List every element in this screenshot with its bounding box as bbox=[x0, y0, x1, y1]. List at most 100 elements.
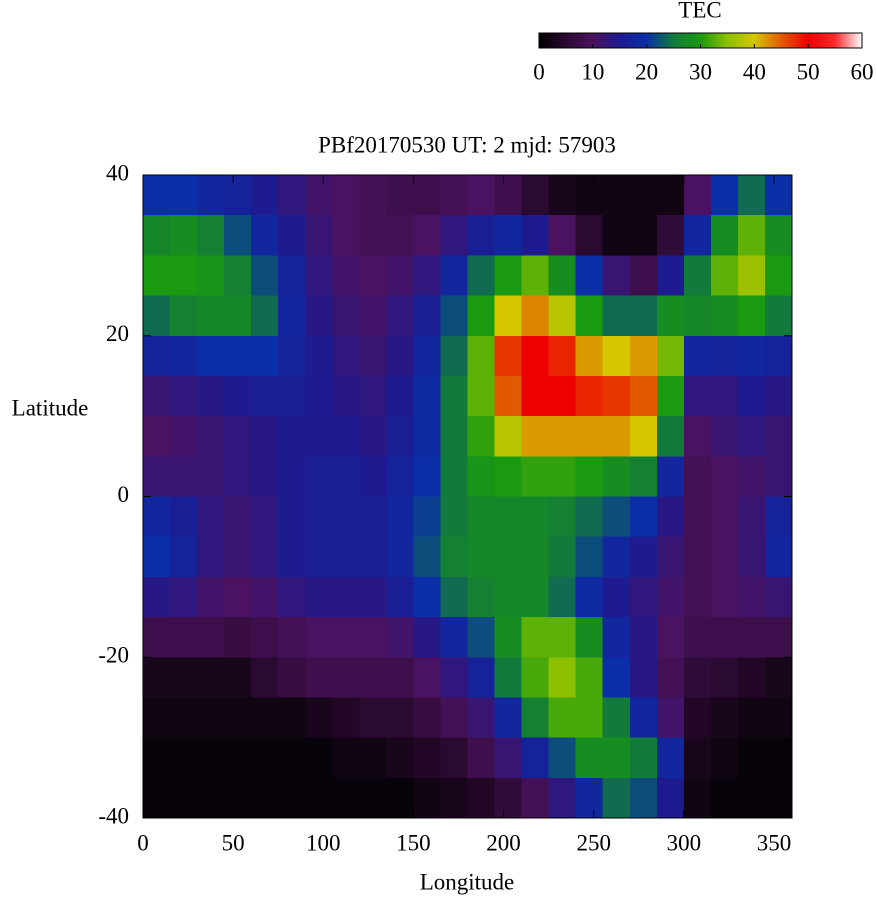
heatmap-cell bbox=[710, 536, 739, 578]
heatmap-cell bbox=[737, 375, 766, 417]
heatmap-cell bbox=[170, 496, 198, 538]
heatmap-cell bbox=[764, 536, 793, 578]
heatmap-cell bbox=[521, 416, 550, 457]
heatmap-cell bbox=[710, 496, 739, 538]
x-axis-label: Longitude bbox=[420, 869, 515, 894]
heatmap-cell bbox=[278, 295, 306, 337]
heatmap-cell bbox=[251, 456, 279, 497]
heatmap-cell bbox=[305, 737, 333, 779]
heatmap bbox=[143, 175, 793, 819]
heatmap-cell bbox=[359, 255, 387, 297]
heatmap-cell bbox=[656, 456, 685, 497]
colorbar-label: TEC bbox=[678, 0, 721, 22]
heatmap-cell bbox=[170, 617, 198, 658]
heatmap-cell bbox=[548, 335, 577, 377]
heatmap-cell bbox=[332, 215, 360, 256]
colorbar-tick-label: 60 bbox=[851, 59, 874, 84]
heatmap-cell bbox=[170, 777, 198, 819]
heatmap-cell bbox=[197, 175, 225, 216]
heatmap-cell bbox=[386, 375, 414, 417]
heatmap-cell bbox=[575, 175, 604, 216]
heatmap-cell bbox=[602, 657, 631, 698]
heatmap-cell bbox=[602, 175, 631, 216]
heatmap-cell bbox=[413, 416, 441, 457]
heatmap-cell bbox=[467, 536, 496, 578]
heatmap-cell bbox=[332, 737, 360, 779]
heatmap-cell bbox=[656, 697, 685, 739]
heatmap-cell bbox=[710, 295, 739, 337]
heatmap-cell bbox=[710, 777, 739, 819]
heatmap-cell bbox=[710, 657, 739, 698]
heatmap-cell bbox=[683, 175, 712, 216]
colorbar-tick-label: 10 bbox=[581, 59, 604, 84]
heatmap-cell bbox=[548, 536, 577, 578]
heatmap-cell bbox=[656, 576, 685, 618]
heatmap-cell bbox=[548, 375, 577, 417]
heatmap-cell bbox=[629, 456, 658, 497]
heatmap-cell bbox=[359, 617, 387, 658]
colorbar-tick-label: 20 bbox=[635, 59, 658, 84]
heatmap-cell bbox=[575, 496, 604, 538]
heatmap-cell bbox=[332, 777, 360, 819]
heatmap-cell bbox=[143, 175, 171, 216]
heatmap-cell bbox=[521, 536, 550, 578]
heatmap-cell bbox=[683, 215, 712, 256]
heatmap-cell bbox=[629, 215, 658, 256]
heatmap-cell bbox=[737, 576, 766, 618]
heatmap-cell bbox=[251, 576, 279, 618]
heatmap-cell bbox=[602, 416, 631, 457]
heatmap-cell bbox=[629, 777, 658, 819]
heatmap-cell bbox=[197, 737, 225, 779]
heatmap-cell bbox=[440, 496, 468, 538]
heatmap-cell bbox=[197, 777, 225, 819]
heatmap-cell bbox=[575, 777, 604, 819]
heatmap-cell bbox=[467, 777, 496, 819]
heatmap-cell bbox=[251, 255, 279, 297]
heatmap-cell bbox=[656, 737, 685, 779]
heatmap-cell bbox=[467, 657, 496, 698]
heatmap-cell bbox=[413, 657, 441, 698]
heatmap-cell bbox=[629, 536, 658, 578]
heatmap-cell bbox=[467, 335, 496, 377]
heatmap-cell bbox=[251, 295, 279, 337]
heatmap-cell bbox=[440, 456, 468, 497]
heatmap-cell bbox=[737, 697, 766, 739]
heatmap-cell bbox=[575, 617, 604, 658]
heatmap-cell bbox=[386, 255, 414, 297]
heatmap-cell bbox=[359, 657, 387, 698]
colorbar-tick-label: 30 bbox=[689, 59, 712, 84]
heatmap-cell bbox=[575, 576, 604, 618]
heatmap-cell bbox=[332, 536, 360, 578]
heatmap-cell bbox=[602, 576, 631, 618]
heatmap-cell bbox=[548, 777, 577, 819]
heatmap-cell bbox=[494, 295, 523, 337]
heatmap-cell bbox=[251, 536, 279, 578]
heatmap-cell bbox=[764, 737, 793, 779]
heatmap-cell bbox=[170, 576, 198, 618]
y-tick-label: 0 bbox=[118, 482, 130, 507]
heatmap-cell bbox=[656, 496, 685, 538]
heatmap-cell bbox=[251, 496, 279, 538]
heatmap-cell bbox=[440, 697, 468, 739]
heatmap-cell bbox=[170, 456, 198, 497]
heatmap-cell bbox=[656, 617, 685, 658]
heatmap-cell bbox=[332, 657, 360, 698]
heatmap-cell bbox=[440, 295, 468, 337]
heatmap-cell bbox=[521, 657, 550, 698]
heatmap-cell bbox=[305, 496, 333, 538]
heatmap-cell bbox=[170, 335, 198, 377]
heatmap-cell bbox=[656, 375, 685, 417]
x-tick-label: 0 bbox=[137, 830, 149, 855]
heatmap-cell bbox=[548, 215, 577, 256]
heatmap-cell bbox=[143, 617, 171, 658]
heatmap-cell bbox=[224, 697, 252, 739]
heatmap-cell bbox=[629, 416, 658, 457]
heatmap-cell bbox=[197, 496, 225, 538]
heatmap-cell bbox=[305, 335, 333, 377]
heatmap-cell bbox=[737, 456, 766, 497]
heatmap-cell bbox=[548, 295, 577, 337]
heatmap-cell bbox=[575, 697, 604, 739]
heatmap-cell bbox=[764, 456, 793, 497]
heatmap-cell bbox=[251, 416, 279, 457]
heatmap-cell bbox=[197, 536, 225, 578]
